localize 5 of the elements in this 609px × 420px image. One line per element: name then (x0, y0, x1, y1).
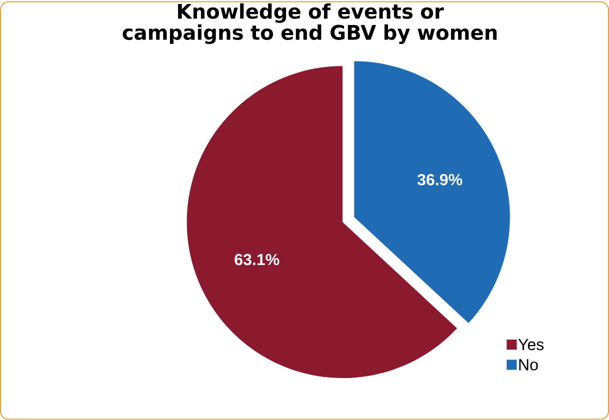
data-label: 63.1% (234, 254, 280, 266)
legend-label: No (519, 359, 538, 371)
data-label: 36.9% (417, 174, 462, 186)
chart-title: Knowledge of events or campaigns to end GBV by women (122, 3, 497, 44)
legend-label: Yes (518, 339, 544, 350)
